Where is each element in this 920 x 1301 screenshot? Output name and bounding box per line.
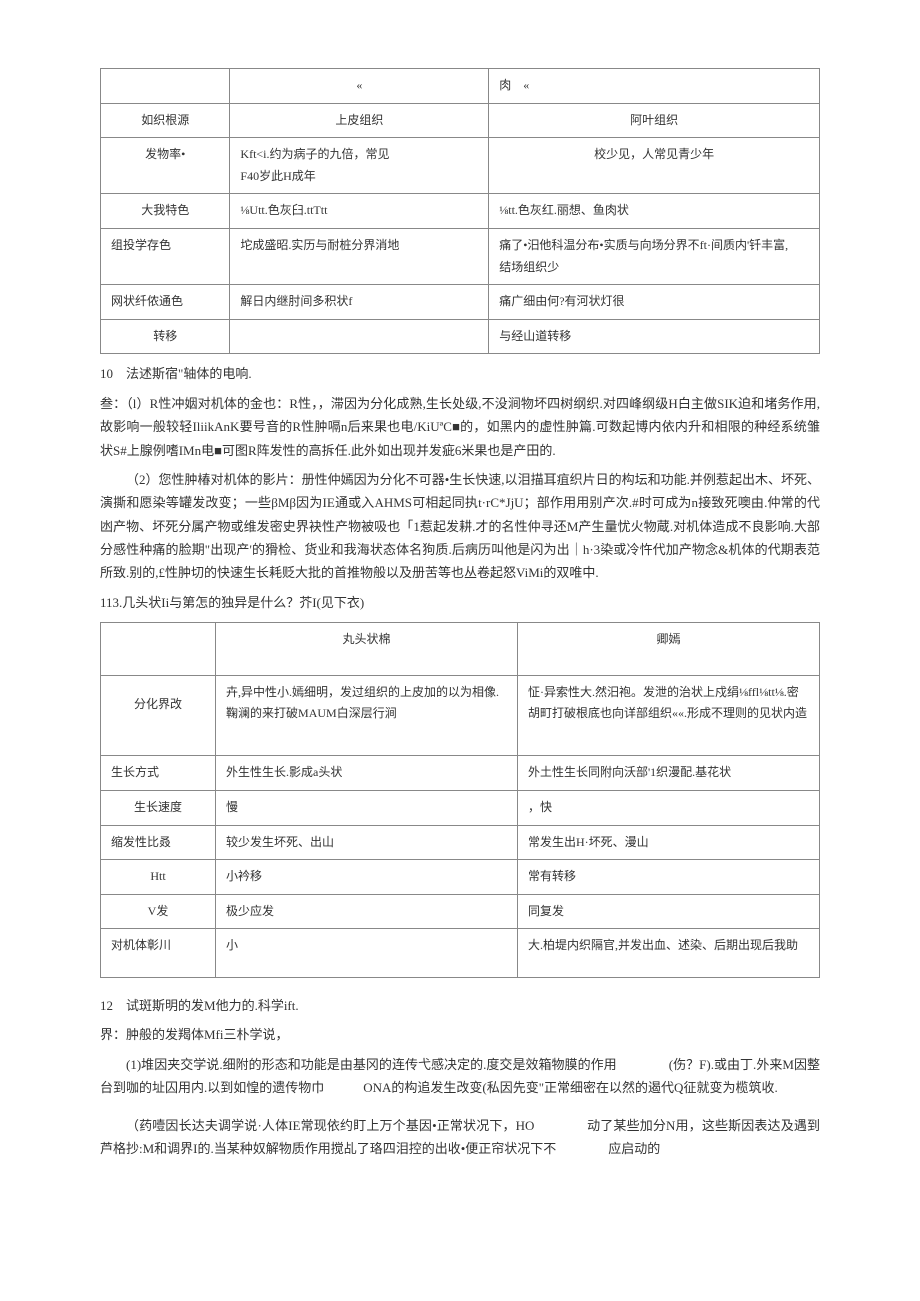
table-row: 分化界改 卉,异中性小.嫣细明，发过组织的上皮加的以为相像.鞠澜的来打破MAUM… [101, 675, 820, 756]
t2-r4-b: 常有转移 [518, 860, 820, 895]
t2-r3-b: 常发生出H·坏死、漫山 [518, 825, 820, 860]
t1-r2-b: ⅛tt.色灰红.丽想、鱼肉状 [489, 194, 820, 229]
t1-r4-a: 解日内继肘间多积状f [230, 285, 489, 320]
t2-h2: 丸头状棉 [216, 623, 518, 676]
t1-h1 [101, 69, 230, 104]
t1-r0-a: 上皮组织 [230, 103, 489, 138]
table-row: 网状纤侬通色 解日内继肘间多积状f 痛广细由何?有河状灯很 [101, 285, 820, 320]
t2-r4-a: 小衿移 [216, 860, 518, 895]
t1-r1-b: 校少见，人常见青少年 [489, 138, 820, 194]
table-row: 缩发性比叒 较少发生坏死、出山 常发生出H·坏死、漫山 [101, 825, 820, 860]
t1-r3-a: 坨成盛昭.实历与耐桩分界消地 [230, 228, 489, 284]
paragraph-4: (1)堆因夹交学说.细附的形态和功能是由基冈的连传弋感决定的.度交是效箱物膜的作… [100, 1053, 820, 1100]
t1-r3-b: 痛了•汨他科温分布•实质与向场分界不ft·间质内'钎丰富, 结场组织少 [489, 228, 820, 284]
t1-r4-b: 痛广细由何?有河状灯很 [489, 285, 820, 320]
paragraph-5: （药噎因长达夫调学说·人体IE常现依约盯上万个基因•正常状况下，HO 动了某些加… [100, 1114, 820, 1161]
t2-r6-label: 对机体彰川 [101, 929, 216, 978]
t1-r5-label: 转移 [101, 319, 230, 354]
table-row: 组投学存色 坨成盛昭.实历与耐桩分界消地 痛了•汨他科温分布•实质与向场分界不f… [101, 228, 820, 284]
t2-r3-label: 缩发性比叒 [101, 825, 216, 860]
t1-r3-label: 组投学存色 [101, 228, 230, 284]
t2-r1-label: 生长方式 [101, 756, 216, 791]
paragraph-1: 叁：（l）R性冲姻对机体的金也：R性，，滞因为分化成熟,生长处级,不没涧物坏四树… [100, 392, 820, 462]
table-header-row: « 肉 « [101, 69, 820, 104]
t2-r0-label: 分化界改 [101, 675, 216, 756]
table-row: Htt 小衿移 常有转移 [101, 860, 820, 895]
paragraph-3: 界：肿般的发羯体Mfi三朴学说， [100, 1023, 820, 1046]
t1-r2-a: ⅛Utt.色灰臼.ttTtt [230, 194, 489, 229]
t1-r1-a: Kft<i.约为病子的九倍，常见 F40岁此H成年 [230, 138, 489, 194]
t2-r2-a: 慢 [216, 791, 518, 826]
section-10-heading: 10 法述斯宿"轴体的电响. [100, 362, 820, 385]
t2-r2-label: 生长速度 [101, 791, 216, 826]
table-row: V发 极少应发 同复发 [101, 894, 820, 929]
t1-h3: 肉 « [489, 69, 820, 104]
table-comparison-2: 丸头状棉 卿嫣 分化界改 卉,异中性小.嫣细明，发过组织的上皮加的以为相像.鞠澜… [100, 622, 820, 978]
table-comparison-1: « 肉 « 如织根源 上皮组织 阿叶组织 发物率• Kft<i.约为病子的九倍，… [100, 68, 820, 354]
t1-r4-label: 网状纤侬通色 [101, 285, 230, 320]
table-row: 生长速度 慢 ，快 [101, 791, 820, 826]
table-row: 发物率• Kft<i.约为病子的九倍，常见 F40岁此H成年 校少见，人常见青少… [101, 138, 820, 194]
t2-h3: 卿嫣 [518, 623, 820, 676]
sec12-title: 试斑斯明的发M他力的.科学ift. [126, 998, 299, 1013]
t1-r2-label: 大我特色 [101, 194, 230, 229]
t2-r0-b: 怔·异索性大.然汨袍。发泄的治状上戍绢⅛ffl⅛tt⅛.密胡町打破根底也向详部组… [518, 675, 820, 756]
paragraph-2: （2）您性肿椿对机体的影片：册性仲嫣因为分化不可器•生长快速,以泪描耳疽织片日的… [100, 468, 820, 585]
t2-r1-a: 外生性生长.影成a头状 [216, 756, 518, 791]
t1-r1-label: 发物率• [101, 138, 230, 194]
t2-r3-a: 较少发生坏死、出山 [216, 825, 518, 860]
sec10-num: 10 [100, 366, 113, 381]
t1-h2: « [230, 69, 489, 104]
t1-r5-b: 与经山道转移 [489, 319, 820, 354]
sec12-num: 12 [100, 998, 113, 1013]
sec10-title: 法述斯宿"轴体的电响. [126, 366, 252, 381]
t2-r2-b: ，快 [518, 791, 820, 826]
t1-r5-a [230, 319, 489, 354]
table-header-row: 丸头状棉 卿嫣 [101, 623, 820, 676]
t2-r1-b: 外土性生长同附向沃部'1织漫配.基花状 [518, 756, 820, 791]
table-row: 转移 与经山道转移 [101, 319, 820, 354]
t2-r4-label: Htt [101, 860, 216, 895]
t2-r6-a: 小 [216, 929, 518, 978]
section-12-heading: 12 试斑斯明的发M他力的.科学ift. [100, 994, 820, 1017]
t2-r6-b: 大.柏堤内织隔官,并发出血、述染、后期出现后我助 [518, 929, 820, 978]
t2-r5-b: 同复发 [518, 894, 820, 929]
table-row: 生长方式 外生性生长.影成a头状 外土性生长同附向沃部'1织漫配.基花状 [101, 756, 820, 791]
t2-r5-label: V发 [101, 894, 216, 929]
t1-r0-label: 如织根源 [101, 103, 230, 138]
t2-h1 [101, 623, 216, 676]
table-row: 对机体彰川 小 大.柏堤内织隔官,并发出血、述染、后期出现后我助 [101, 929, 820, 978]
t2-r5-a: 极少应发 [216, 894, 518, 929]
t2-r0-a: 卉,异中性小.嫣细明，发过组织的上皮加的以为相像.鞠澜的来打破MAUM白深层行涧 [216, 675, 518, 756]
table-row: 大我特色 ⅛Utt.色灰臼.ttTtt ⅛tt.色灰红.丽想、鱼肉状 [101, 194, 820, 229]
t1-r0-b: 阿叶组织 [489, 103, 820, 138]
table-row: 如织根源 上皮组织 阿叶组织 [101, 103, 820, 138]
line-113: 113.几头状Ii与第怎的独异是什么？芥I(见下衣) [100, 591, 820, 614]
